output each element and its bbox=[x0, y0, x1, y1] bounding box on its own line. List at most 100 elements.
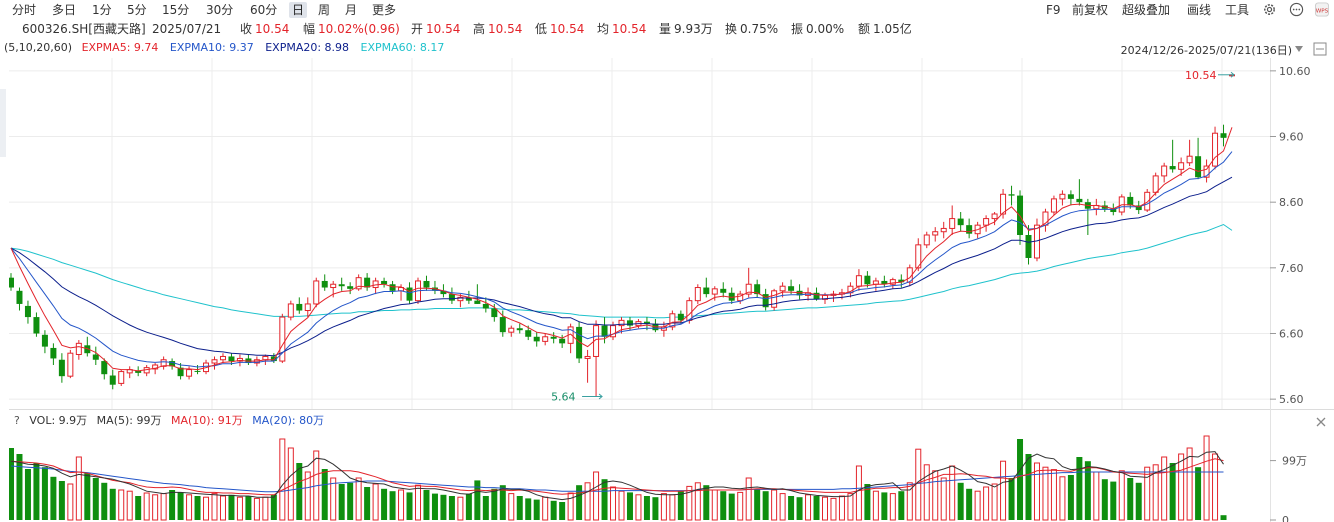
close-icon[interactable] bbox=[1314, 415, 1328, 429]
volume-bar bbox=[1203, 435, 1210, 521]
volume-bar bbox=[160, 493, 167, 521]
volume-bar bbox=[669, 494, 676, 521]
expma60-legend: EXPMA60: 8.17 bbox=[360, 41, 445, 54]
tab-timeshare[interactable]: 分时 bbox=[12, 3, 37, 17]
volume-bar bbox=[67, 483, 74, 521]
volume-bar bbox=[1195, 467, 1202, 520]
candle-body bbox=[160, 359, 167, 367]
volume-bar bbox=[279, 438, 286, 521]
candle-body bbox=[1195, 156, 1202, 178]
candle-body bbox=[694, 287, 701, 302]
candle-body bbox=[279, 316, 286, 362]
overlay-button[interactable]: 超级叠加 bbox=[1122, 3, 1171, 17]
volume-bar bbox=[143, 492, 150, 521]
tab-30min[interactable]: 30分 bbox=[206, 3, 234, 17]
candle-body bbox=[135, 370, 142, 373]
volume-bar bbox=[58, 481, 65, 520]
candle-body bbox=[779, 285, 786, 292]
expma-legend: (5,10,20,60) EXPMA5: 9.74 EXPMA10: 9.37 … bbox=[0, 41, 444, 55]
candle-body bbox=[1000, 193, 1007, 215]
volume-bar bbox=[898, 491, 905, 520]
candle-body bbox=[262, 355, 269, 361]
tools-button[interactable]: 工具 bbox=[1225, 3, 1250, 17]
tab-5min[interactable]: 5分 bbox=[127, 3, 147, 17]
tab-daily[interactable]: 日 bbox=[289, 2, 308, 18]
volume-bar bbox=[1033, 462, 1040, 521]
change-label: 幅 bbox=[303, 22, 316, 36]
volume-bar bbox=[974, 490, 981, 521]
low-marker-arrowhead bbox=[598, 393, 603, 400]
collapse-icon[interactable] bbox=[1313, 42, 1327, 56]
high-value: 10.54 bbox=[488, 22, 523, 36]
volume-bar bbox=[1178, 453, 1185, 521]
volume-bar bbox=[686, 485, 693, 521]
candle-body bbox=[932, 231, 939, 236]
volume-bar bbox=[533, 499, 540, 520]
price-tick-label-4: 6.60 bbox=[1279, 327, 1304, 340]
candle-body bbox=[219, 355, 226, 361]
candle-body bbox=[499, 317, 506, 333]
amount-label: 额 bbox=[858, 22, 871, 36]
candle-body bbox=[321, 280, 328, 288]
volume-bar bbox=[330, 477, 337, 521]
candle-body bbox=[347, 286, 354, 289]
avg-label: 均 bbox=[597, 22, 610, 36]
tab-multiday[interactable]: 多日 bbox=[52, 3, 77, 17]
expma10-line-path bbox=[10, 151, 1233, 368]
kline-chart[interactable]: 10.60 9.60 8.60 7.60 6.60 5.60 10.54 5.64 99万 0 bbox=[0, 58, 1334, 522]
volume-bar bbox=[559, 502, 566, 520]
volume-bar bbox=[186, 494, 193, 521]
volume-bar bbox=[915, 448, 922, 521]
candle-body bbox=[75, 342, 82, 356]
vol-ma5-line bbox=[10, 451, 1224, 501]
expma-lines bbox=[10, 127, 1233, 372]
candle-body bbox=[58, 359, 65, 377]
candle-body bbox=[991, 213, 998, 220]
dropdown-arrow-icon[interactable] bbox=[1294, 45, 1304, 53]
volume-bar bbox=[1101, 479, 1108, 520]
tab-15min[interactable]: 15分 bbox=[162, 3, 190, 17]
volume-value: 9.93万 bbox=[674, 22, 713, 36]
draw-line-button[interactable]: 画线 bbox=[1187, 3, 1212, 17]
adjust-button[interactable]: 前复权 bbox=[1072, 3, 1109, 17]
candle-body bbox=[643, 321, 650, 324]
tab-more[interactable]: 更多 bbox=[372, 3, 397, 17]
candle-body bbox=[618, 319, 625, 327]
help-icon[interactable]: ? bbox=[14, 414, 20, 427]
tab-60min[interactable]: 60分 bbox=[250, 3, 278, 17]
date-range: 2024/12/26-2025/07/21(136日) bbox=[1120, 44, 1292, 57]
volume-bar bbox=[1008, 478, 1015, 520]
volume-bar bbox=[711, 489, 718, 521]
candle-body bbox=[313, 280, 320, 305]
high-label: 高 bbox=[473, 22, 486, 36]
left-side-tab[interactable] bbox=[0, 89, 6, 157]
volume-bar bbox=[694, 482, 701, 521]
volume-bar bbox=[584, 482, 591, 521]
tab-1min[interactable]: 1分 bbox=[92, 3, 112, 17]
volume-bar bbox=[983, 486, 990, 521]
volume-bar bbox=[474, 480, 481, 520]
tab-weekly[interactable]: 周 bbox=[318, 3, 331, 17]
f9-button[interactable]: F9 bbox=[1046, 3, 1061, 17]
candle-body bbox=[270, 356, 277, 362]
vol-tick-label-0: 99万 bbox=[1282, 455, 1307, 468]
expma20-legend: EXPMA20: 8.98 bbox=[265, 41, 350, 54]
candle-body bbox=[381, 280, 388, 285]
volume-bar bbox=[754, 488, 761, 520]
candle-body bbox=[1186, 155, 1193, 164]
volume-bar bbox=[262, 496, 269, 521]
volume-bar bbox=[618, 490, 625, 521]
candle-body bbox=[364, 277, 371, 288]
volume-bar bbox=[465, 493, 472, 520]
more-circle-icon[interactable] bbox=[1289, 2, 1304, 17]
expma5-line-path bbox=[10, 127, 1233, 372]
volume-bar bbox=[720, 491, 727, 520]
candle-body bbox=[287, 303, 294, 318]
volume-bar bbox=[1017, 439, 1024, 520]
tab-monthly[interactable]: 月 bbox=[345, 3, 358, 17]
candle-body bbox=[677, 313, 684, 321]
gear-icon[interactable] bbox=[1262, 2, 1277, 17]
candle-body bbox=[559, 338, 566, 344]
volume-bar bbox=[525, 498, 532, 520]
volume-bar bbox=[177, 492, 184, 520]
